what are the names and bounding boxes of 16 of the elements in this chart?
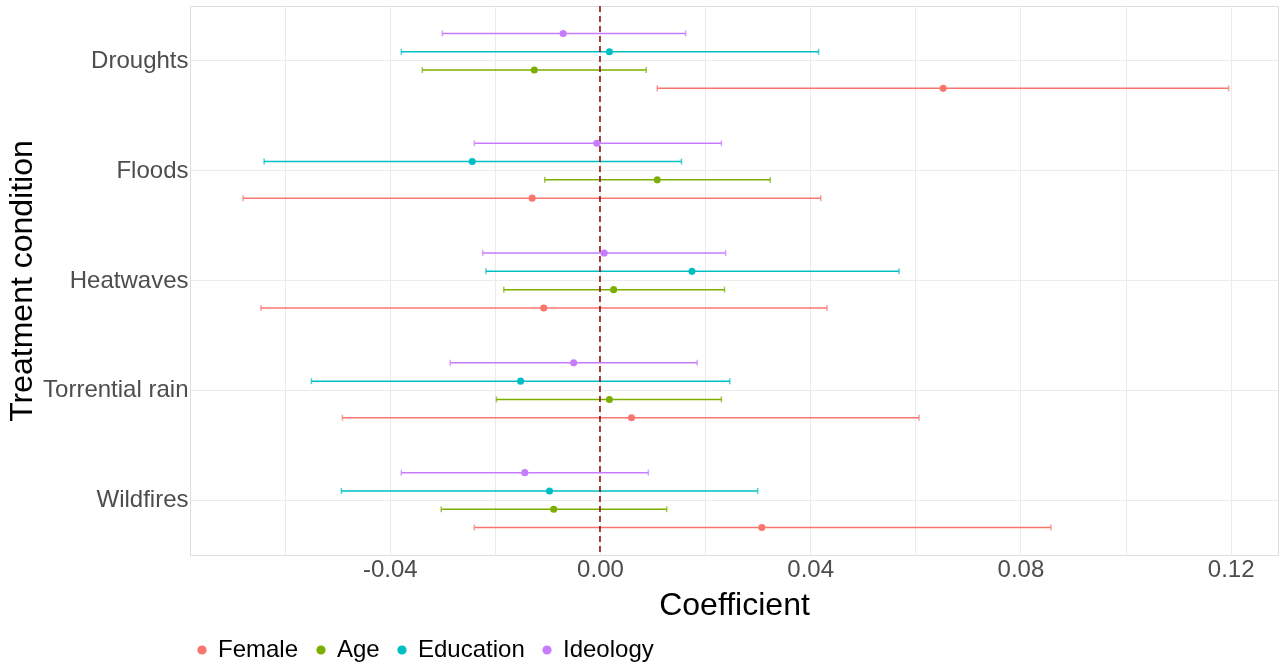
legend-label: Female — [218, 635, 299, 662]
x-tick-label: 0.00 — [577, 554, 624, 582]
x-axis-title: Coefficient — [659, 585, 810, 622]
x-tick-label: -0.04 — [362, 554, 418, 582]
legend-label: Ideology — [563, 635, 654, 662]
legend-label: Age — [337, 635, 380, 662]
x-tick-label: 0.04 — [787, 554, 835, 582]
y-tick-label: Wildfires — [96, 485, 189, 513]
y-tick-label: Heatwaves — [69, 265, 189, 293]
legend-label: Education — [418, 635, 525, 662]
x-tick-label: 0.08 — [997, 554, 1045, 582]
x-tick-label: 0.12 — [1207, 554, 1255, 582]
y-tick-label: Torrential rain — [43, 375, 189, 403]
y-tick-label: Floods — [116, 155, 189, 183]
y-tick-label: Droughts — [91, 45, 189, 73]
y-axis-title: Treatment condition — [3, 140, 40, 422]
